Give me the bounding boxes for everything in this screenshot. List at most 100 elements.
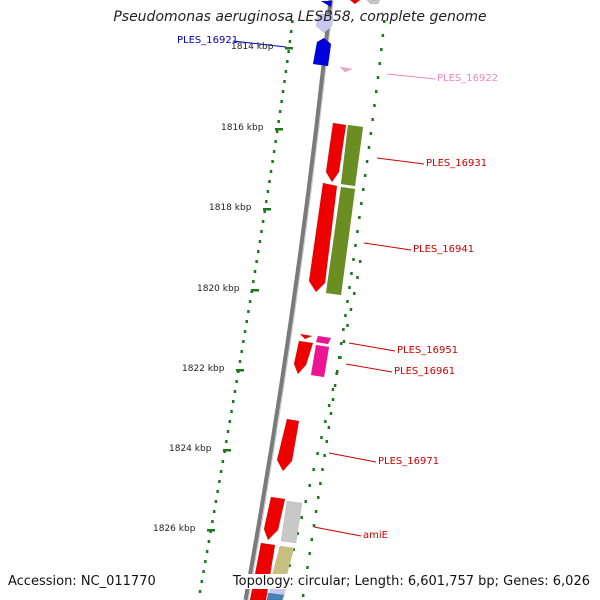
minor-tick xyxy=(352,258,355,261)
minor-tick xyxy=(359,260,362,263)
gene-label-ples-16921[interactable]: PLES_16921 xyxy=(177,35,239,46)
gene-arrow-ples-16961 xyxy=(310,344,330,378)
minor-tick xyxy=(367,146,371,149)
tick-label: 1816 kbp xyxy=(221,123,264,133)
minor-tick xyxy=(348,286,351,289)
minor-tick xyxy=(376,76,380,79)
major-tick xyxy=(236,369,244,372)
minor-tick xyxy=(317,496,320,499)
minor-tick xyxy=(358,216,361,219)
minor-tick xyxy=(226,430,230,433)
minor-tick xyxy=(260,230,263,233)
minor-tick xyxy=(235,380,238,383)
minor-tick xyxy=(292,548,295,551)
minor-tick xyxy=(288,564,291,567)
minor-tick xyxy=(353,292,356,295)
minor-tick xyxy=(216,490,219,493)
minor-tick xyxy=(321,468,324,471)
gene-arrow-grey-top xyxy=(366,0,381,5)
minor-tick xyxy=(253,270,257,273)
minor-tick xyxy=(350,272,353,275)
minor-tick xyxy=(221,460,225,463)
label-leader-line xyxy=(232,40,287,48)
gene-label-ples-16961[interactable]: PLES_16961 xyxy=(394,366,456,377)
minor-tick xyxy=(247,310,250,313)
minor-tick xyxy=(335,372,338,375)
minor-tick xyxy=(320,436,323,439)
minor-tick xyxy=(354,244,357,247)
topology-label: Topology: circular; Length: 6,601,757 bp… xyxy=(228,574,590,589)
minor-tick xyxy=(218,480,221,483)
minor-tick xyxy=(327,404,331,407)
gene-label-ples-16971[interactable]: PLES_16971 xyxy=(378,456,440,467)
minor-tick xyxy=(312,468,315,471)
label-leader-line xyxy=(386,73,436,80)
minor-tick xyxy=(284,70,288,73)
label-leader-line xyxy=(345,363,393,373)
minor-tick xyxy=(329,412,333,415)
minor-tick xyxy=(371,118,374,121)
minor-tick xyxy=(248,300,252,303)
minor-tick xyxy=(268,180,271,183)
gene-arrow-red-amie xyxy=(263,496,286,541)
minor-tick xyxy=(211,520,214,523)
gene-arrow-red-top xyxy=(349,0,361,5)
tick-label: 1826 kbp xyxy=(153,524,196,534)
minor-tick xyxy=(219,470,223,473)
gene-arrow-green-1 xyxy=(340,124,364,187)
minor-tick xyxy=(204,560,207,563)
minor-tick xyxy=(383,20,386,23)
gene-arrow-red-small xyxy=(299,333,313,340)
minor-tick xyxy=(381,34,385,37)
gene-label-ples-16951[interactable]: PLES_16951 xyxy=(397,345,459,356)
minor-tick xyxy=(335,370,339,373)
tick-label: 1820 kbp xyxy=(197,284,240,294)
minor-tick xyxy=(331,388,335,391)
minor-tick xyxy=(373,104,376,107)
minor-tick xyxy=(323,454,326,457)
minor-tick xyxy=(340,342,343,345)
gene-label-ples-16931[interactable]: PLES_16931 xyxy=(426,158,488,169)
minor-tick xyxy=(283,80,286,83)
minor-tick xyxy=(344,314,347,317)
minor-tick xyxy=(280,100,283,103)
minor-tick xyxy=(342,340,346,343)
inner-tick-ring xyxy=(198,20,294,593)
minor-tick xyxy=(225,440,228,443)
minor-tick xyxy=(277,120,280,123)
gene-label-ples-16941[interactable]: PLES_16941 xyxy=(413,244,475,255)
minor-tick xyxy=(378,62,381,65)
minor-tick xyxy=(214,500,218,503)
minor-tick xyxy=(374,90,378,93)
major-tick xyxy=(207,529,215,532)
genome-backbone xyxy=(243,0,334,600)
minor-tick xyxy=(306,566,309,569)
gene-arrow-ples-16922 xyxy=(339,66,353,73)
minor-tick xyxy=(333,384,337,387)
minor-tick xyxy=(230,410,233,413)
gene-arrow-amie xyxy=(280,500,303,544)
tick-label: 1822 kbp xyxy=(182,364,225,374)
minor-tick xyxy=(198,590,202,593)
minor-tick xyxy=(252,280,255,283)
gene-arrow-steel xyxy=(266,592,285,600)
gene-arrow-ples-16921 xyxy=(312,37,332,67)
middle-tick-ring xyxy=(280,260,362,599)
major-tick xyxy=(285,47,293,50)
minor-tick xyxy=(296,532,299,535)
minor-tick xyxy=(266,190,270,193)
gene-arrow-ples-16941 xyxy=(325,186,356,296)
gene-arrow-blue-top xyxy=(320,0,333,8)
minor-tick xyxy=(288,40,292,43)
minor-tick xyxy=(202,570,205,573)
accession-label: Accession: NC_011770 xyxy=(8,574,156,589)
minor-tick xyxy=(238,360,242,363)
gene-label-ples-16922[interactable]: PLES_16922 xyxy=(437,73,499,84)
minor-tick xyxy=(257,250,260,253)
minor-tick xyxy=(316,452,319,455)
minor-tick xyxy=(319,482,322,485)
gene-label-amie[interactable]: amiE xyxy=(363,530,388,541)
gene-arrow-ples-16931 xyxy=(325,122,347,183)
major-tick xyxy=(263,208,271,211)
